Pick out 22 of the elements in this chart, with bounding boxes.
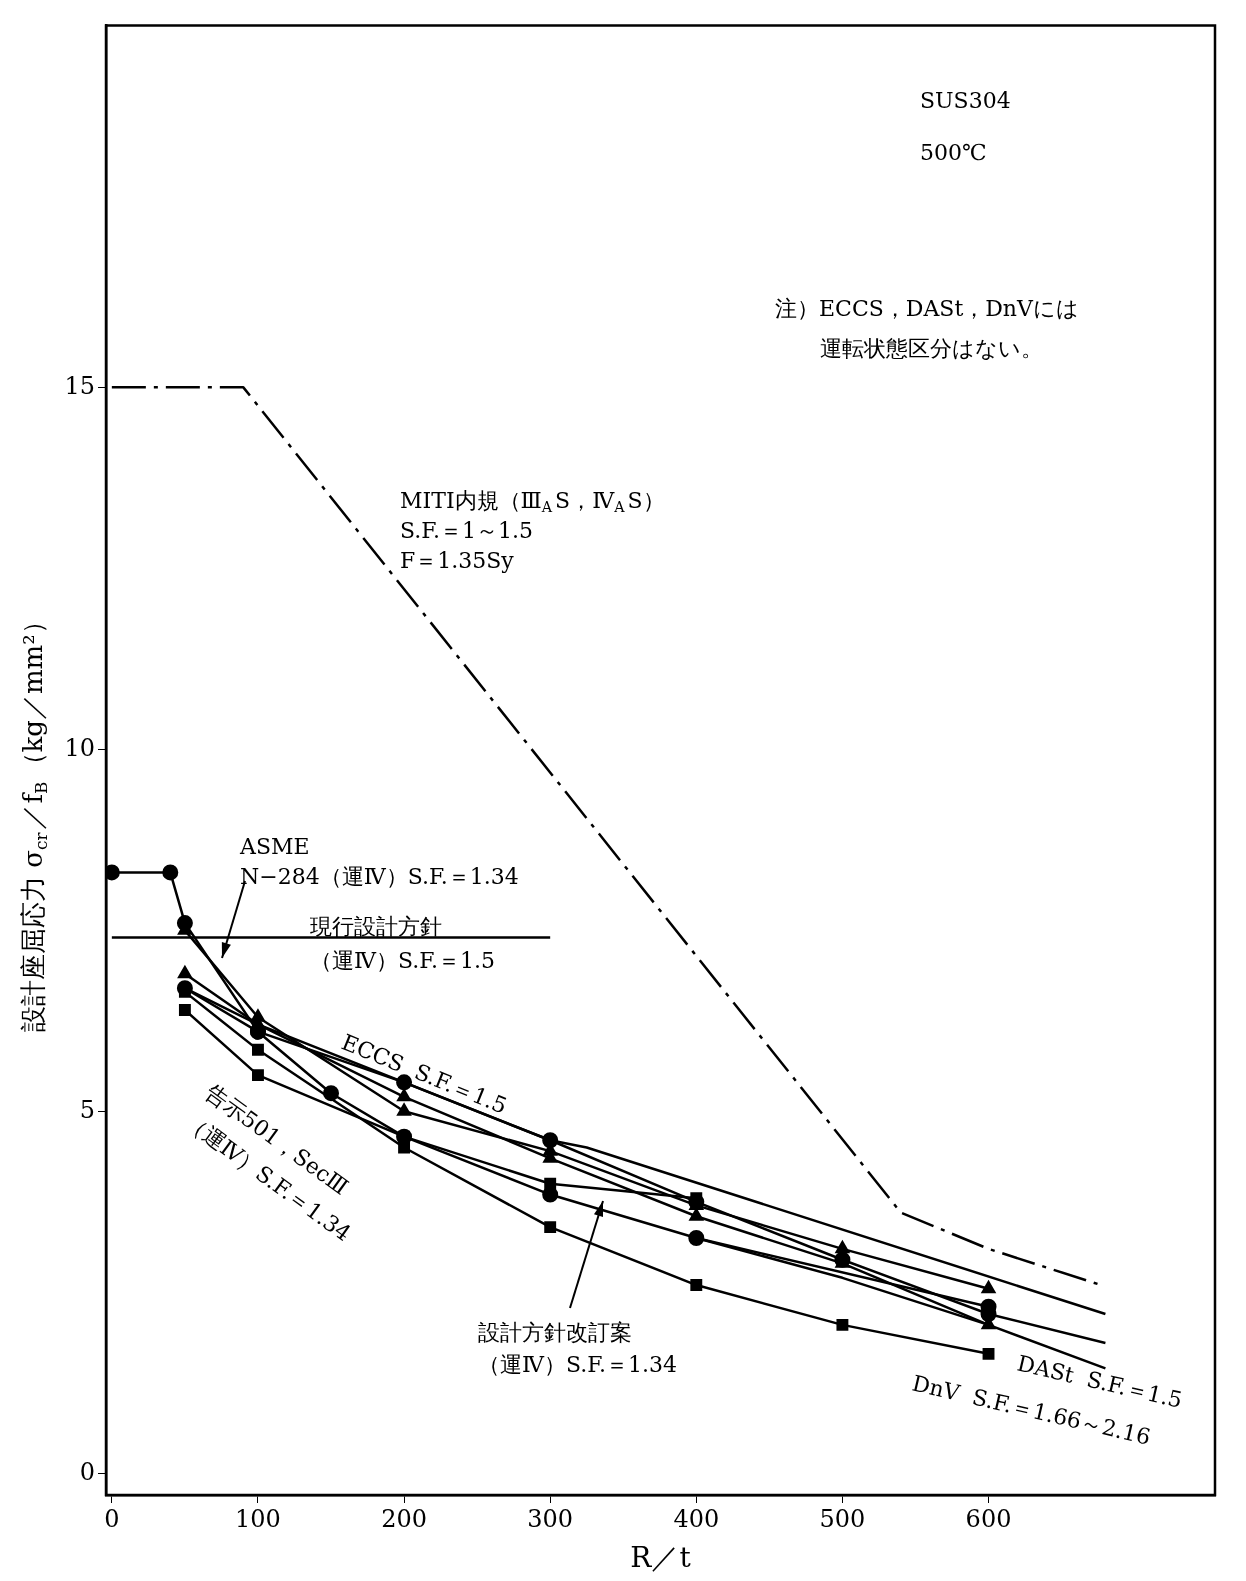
x-tick-label: 0: [104, 1504, 120, 1533]
x-axis-title: R／t: [630, 1541, 692, 1574]
annotation: 運転状態区分はない。: [820, 336, 1043, 361]
annotation: （運Ⅳ）S.F.＝1.34: [478, 1352, 678, 1377]
x-tick-label: 300: [527, 1504, 574, 1533]
y-tick-label: 15: [64, 371, 95, 400]
annotation: 設計方針改訂案: [478, 1320, 632, 1345]
x-tick-label: 400: [673, 1504, 720, 1533]
y-axis-title: 設計座屈応力 σcr／fB（kg／mm²）: [18, 608, 52, 1033]
annotation: 現行設計方針: [310, 914, 442, 939]
y-tick-label: 0: [79, 1457, 95, 1486]
annotation: ASME N−284（運Ⅳ）S.F.＝1.34: [239, 834, 519, 889]
y-tick-label: 10: [64, 733, 95, 762]
x-tick-label: 500: [819, 1504, 866, 1533]
x-tick-label: 600: [965, 1504, 1012, 1533]
annotation: （運Ⅳ）S.F.＝1.5: [310, 948, 496, 973]
annotation: 注）ECCS，DASt，DnVには: [775, 296, 1079, 321]
x-tick-label: 100: [235, 1504, 281, 1533]
annotation: SUS304: [920, 88, 1011, 113]
y-tick-label: 5: [79, 1095, 95, 1124]
x-tick-label: 200: [381, 1504, 427, 1533]
annotation: 500℃: [920, 140, 987, 165]
